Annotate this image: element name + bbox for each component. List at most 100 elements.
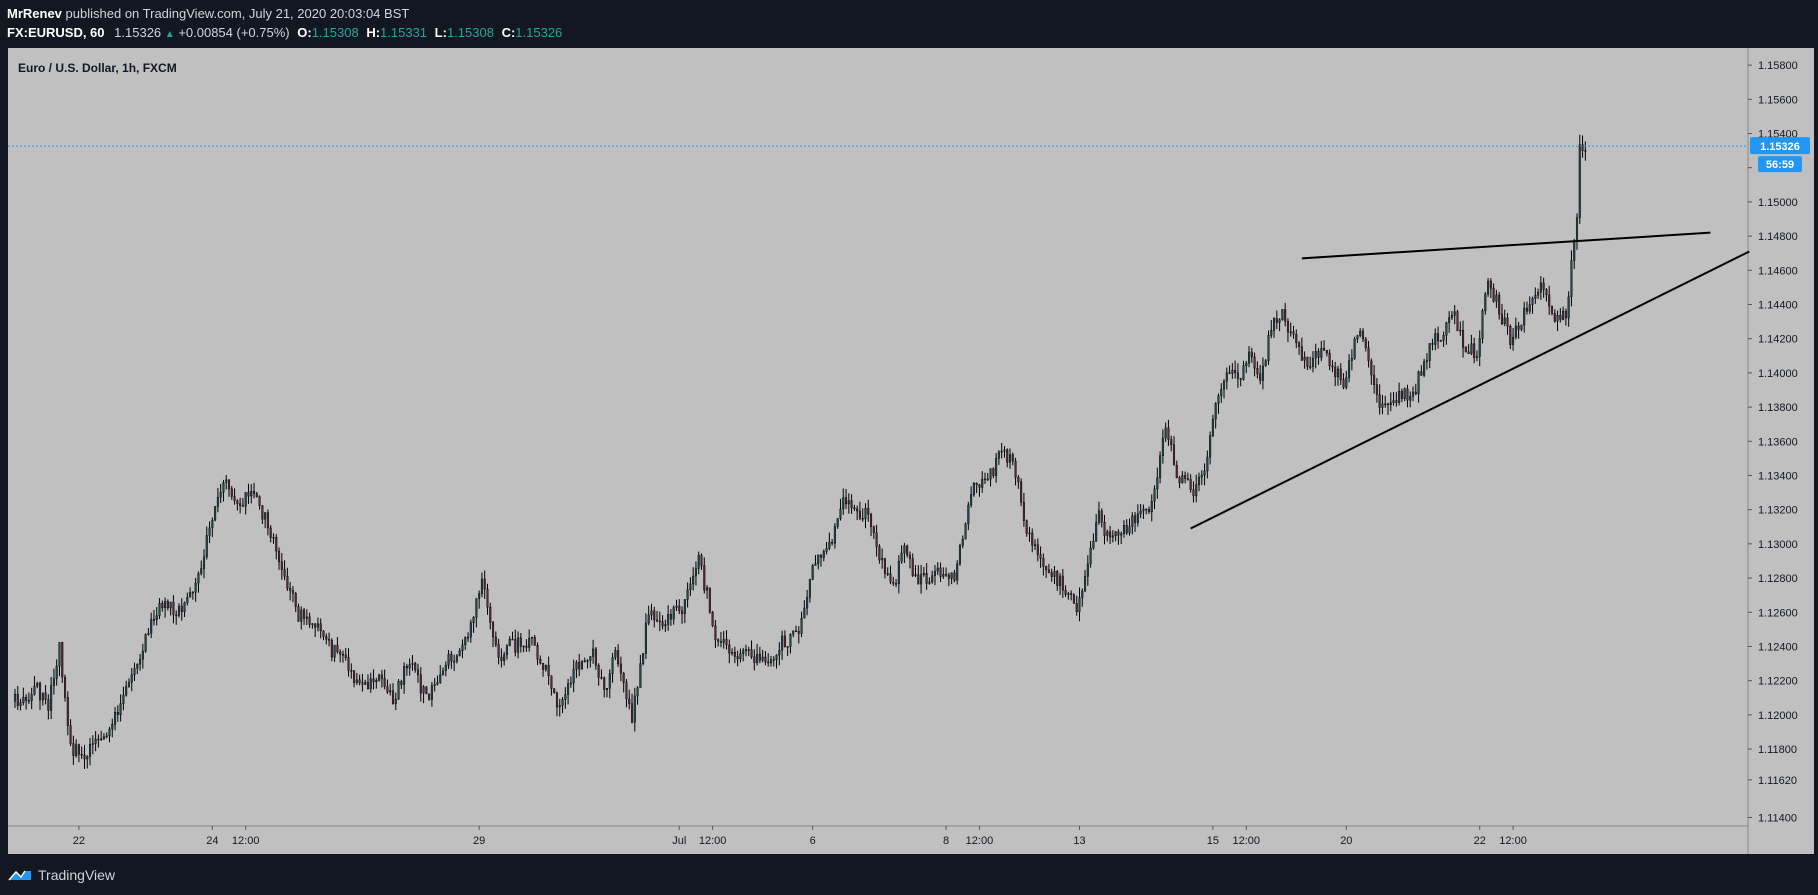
- candle-body: [22, 697, 25, 703]
- candle-body: [1195, 484, 1198, 497]
- footer-brand[interactable]: TradingView: [38, 867, 116, 883]
- candle-body: [86, 756, 89, 760]
- candle-body: [1248, 351, 1251, 364]
- candle-body: [703, 565, 706, 591]
- time-tick-label: 12:00: [966, 835, 994, 847]
- candle-body: [1039, 554, 1042, 559]
- candle-body: [661, 621, 664, 627]
- candle-body: [853, 507, 856, 510]
- candles: [13, 134, 1587, 769]
- publish-info: MrRenev published on TradingView.com, Ju…: [7, 5, 409, 23]
- candle-body: [650, 610, 653, 616]
- candle-body: [725, 639, 728, 646]
- candle-body: [1070, 593, 1073, 595]
- candle-body: [1267, 335, 1270, 361]
- price-tick-label: 1.15800: [1758, 60, 1798, 72]
- candle-body: [572, 669, 575, 684]
- candle-body: [992, 468, 995, 476]
- candle-body: [1475, 356, 1478, 358]
- candle-body: [658, 620, 661, 623]
- candle-body: [1031, 532, 1034, 546]
- candle-body: [750, 649, 753, 658]
- candle-body: [956, 563, 959, 581]
- candle-body: [314, 623, 317, 628]
- candle-body: [1084, 576, 1087, 592]
- current-price-badge: [1750, 137, 1810, 155]
- candle-body: [1523, 307, 1526, 326]
- price-tick-label: 1.13400: [1758, 470, 1798, 482]
- tradingview-logo-icon[interactable]: [8, 867, 32, 883]
- candle-body: [1017, 477, 1020, 483]
- candle-body: [455, 655, 458, 662]
- candle-body: [528, 638, 531, 648]
- author-name[interactable]: MrRenev: [7, 6, 62, 21]
- candle-body: [1147, 509, 1151, 513]
- candle-body: [611, 657, 614, 674]
- candle-body: [1378, 394, 1381, 408]
- candle-body: [811, 565, 814, 580]
- time-ticks: 22 24 12:00 29 Jul 12:00 6 8 12:00 13 15 12:00 20 22 1…: [73, 826, 1527, 847]
- candle-body: [450, 653, 453, 662]
- candle-body: [161, 602, 164, 609]
- candle-body: [380, 674, 383, 679]
- candle-body: [714, 625, 717, 640]
- candle-body: [1450, 315, 1453, 318]
- candle-body: [222, 482, 225, 493]
- time-axis[interactable]: [8, 826, 1748, 854]
- candle-body: [1109, 531, 1112, 538]
- candle-body: [361, 682, 364, 685]
- candle-body: [1364, 338, 1367, 348]
- candle-body: [1356, 335, 1359, 340]
- candle-body: [1464, 347, 1467, 353]
- candle-body: [30, 694, 33, 701]
- candle-body: [550, 675, 553, 689]
- candle-body: [619, 663, 622, 674]
- chart-area[interactable]: Euro / U.S. Dollar, 1h, FXCM 1.15800 1.15…: [0, 0, 1818, 862]
- candle-body: [1342, 379, 1345, 388]
- candle-body: [1089, 547, 1092, 565]
- low-label: L:: [434, 25, 447, 40]
- candle-body: [858, 510, 861, 519]
- candle-body: [1423, 361, 1426, 376]
- candle-body: [917, 574, 920, 585]
- time-tick-label: 29: [473, 835, 485, 847]
- candle-body: [722, 639, 725, 643]
- candle-body: [903, 545, 906, 554]
- candle-body: [558, 705, 561, 708]
- symbol-label: FX:EURUSD, 60: [7, 25, 105, 40]
- candle-body: [1047, 569, 1050, 573]
- candle-body: [642, 653, 645, 664]
- candle-body: [508, 638, 511, 647]
- candle-body: [875, 532, 878, 547]
- time-tick-label: 8: [943, 835, 949, 847]
- candle-body: [41, 692, 44, 701]
- current-price-label: 1.15326: [1760, 141, 1800, 153]
- candle-body: [1370, 360, 1373, 376]
- candle-body: [133, 668, 136, 676]
- candle-body: [1456, 311, 1459, 331]
- candle-body: [594, 648, 597, 666]
- candle-body: [339, 651, 342, 655]
- candle-body: [1395, 400, 1398, 403]
- candle-body: [719, 641, 722, 643]
- candle-body: [764, 656, 767, 663]
- candle-body: [939, 567, 942, 577]
- candle-body: [1192, 489, 1195, 497]
- candle-body: [1020, 481, 1023, 503]
- candle-body: [1214, 403, 1217, 420]
- candle-body: [1406, 388, 1409, 401]
- candle-body: [244, 492, 247, 507]
- price-axis[interactable]: [1748, 48, 1814, 854]
- candle-body: [628, 698, 631, 704]
- candle-body: [997, 451, 1000, 459]
- candle-body: [394, 698, 397, 704]
- trendlines[interactable]: [1190, 231, 1750, 530]
- candle-body: [1253, 356, 1256, 369]
- candle-body: [892, 581, 895, 584]
- candle-body: [1217, 395, 1220, 404]
- candle-body: [444, 665, 447, 671]
- candle-body: [686, 589, 689, 600]
- time-tick-label: 22: [73, 835, 85, 847]
- candle-body: [933, 570, 937, 576]
- candle-body: [372, 678, 375, 683]
